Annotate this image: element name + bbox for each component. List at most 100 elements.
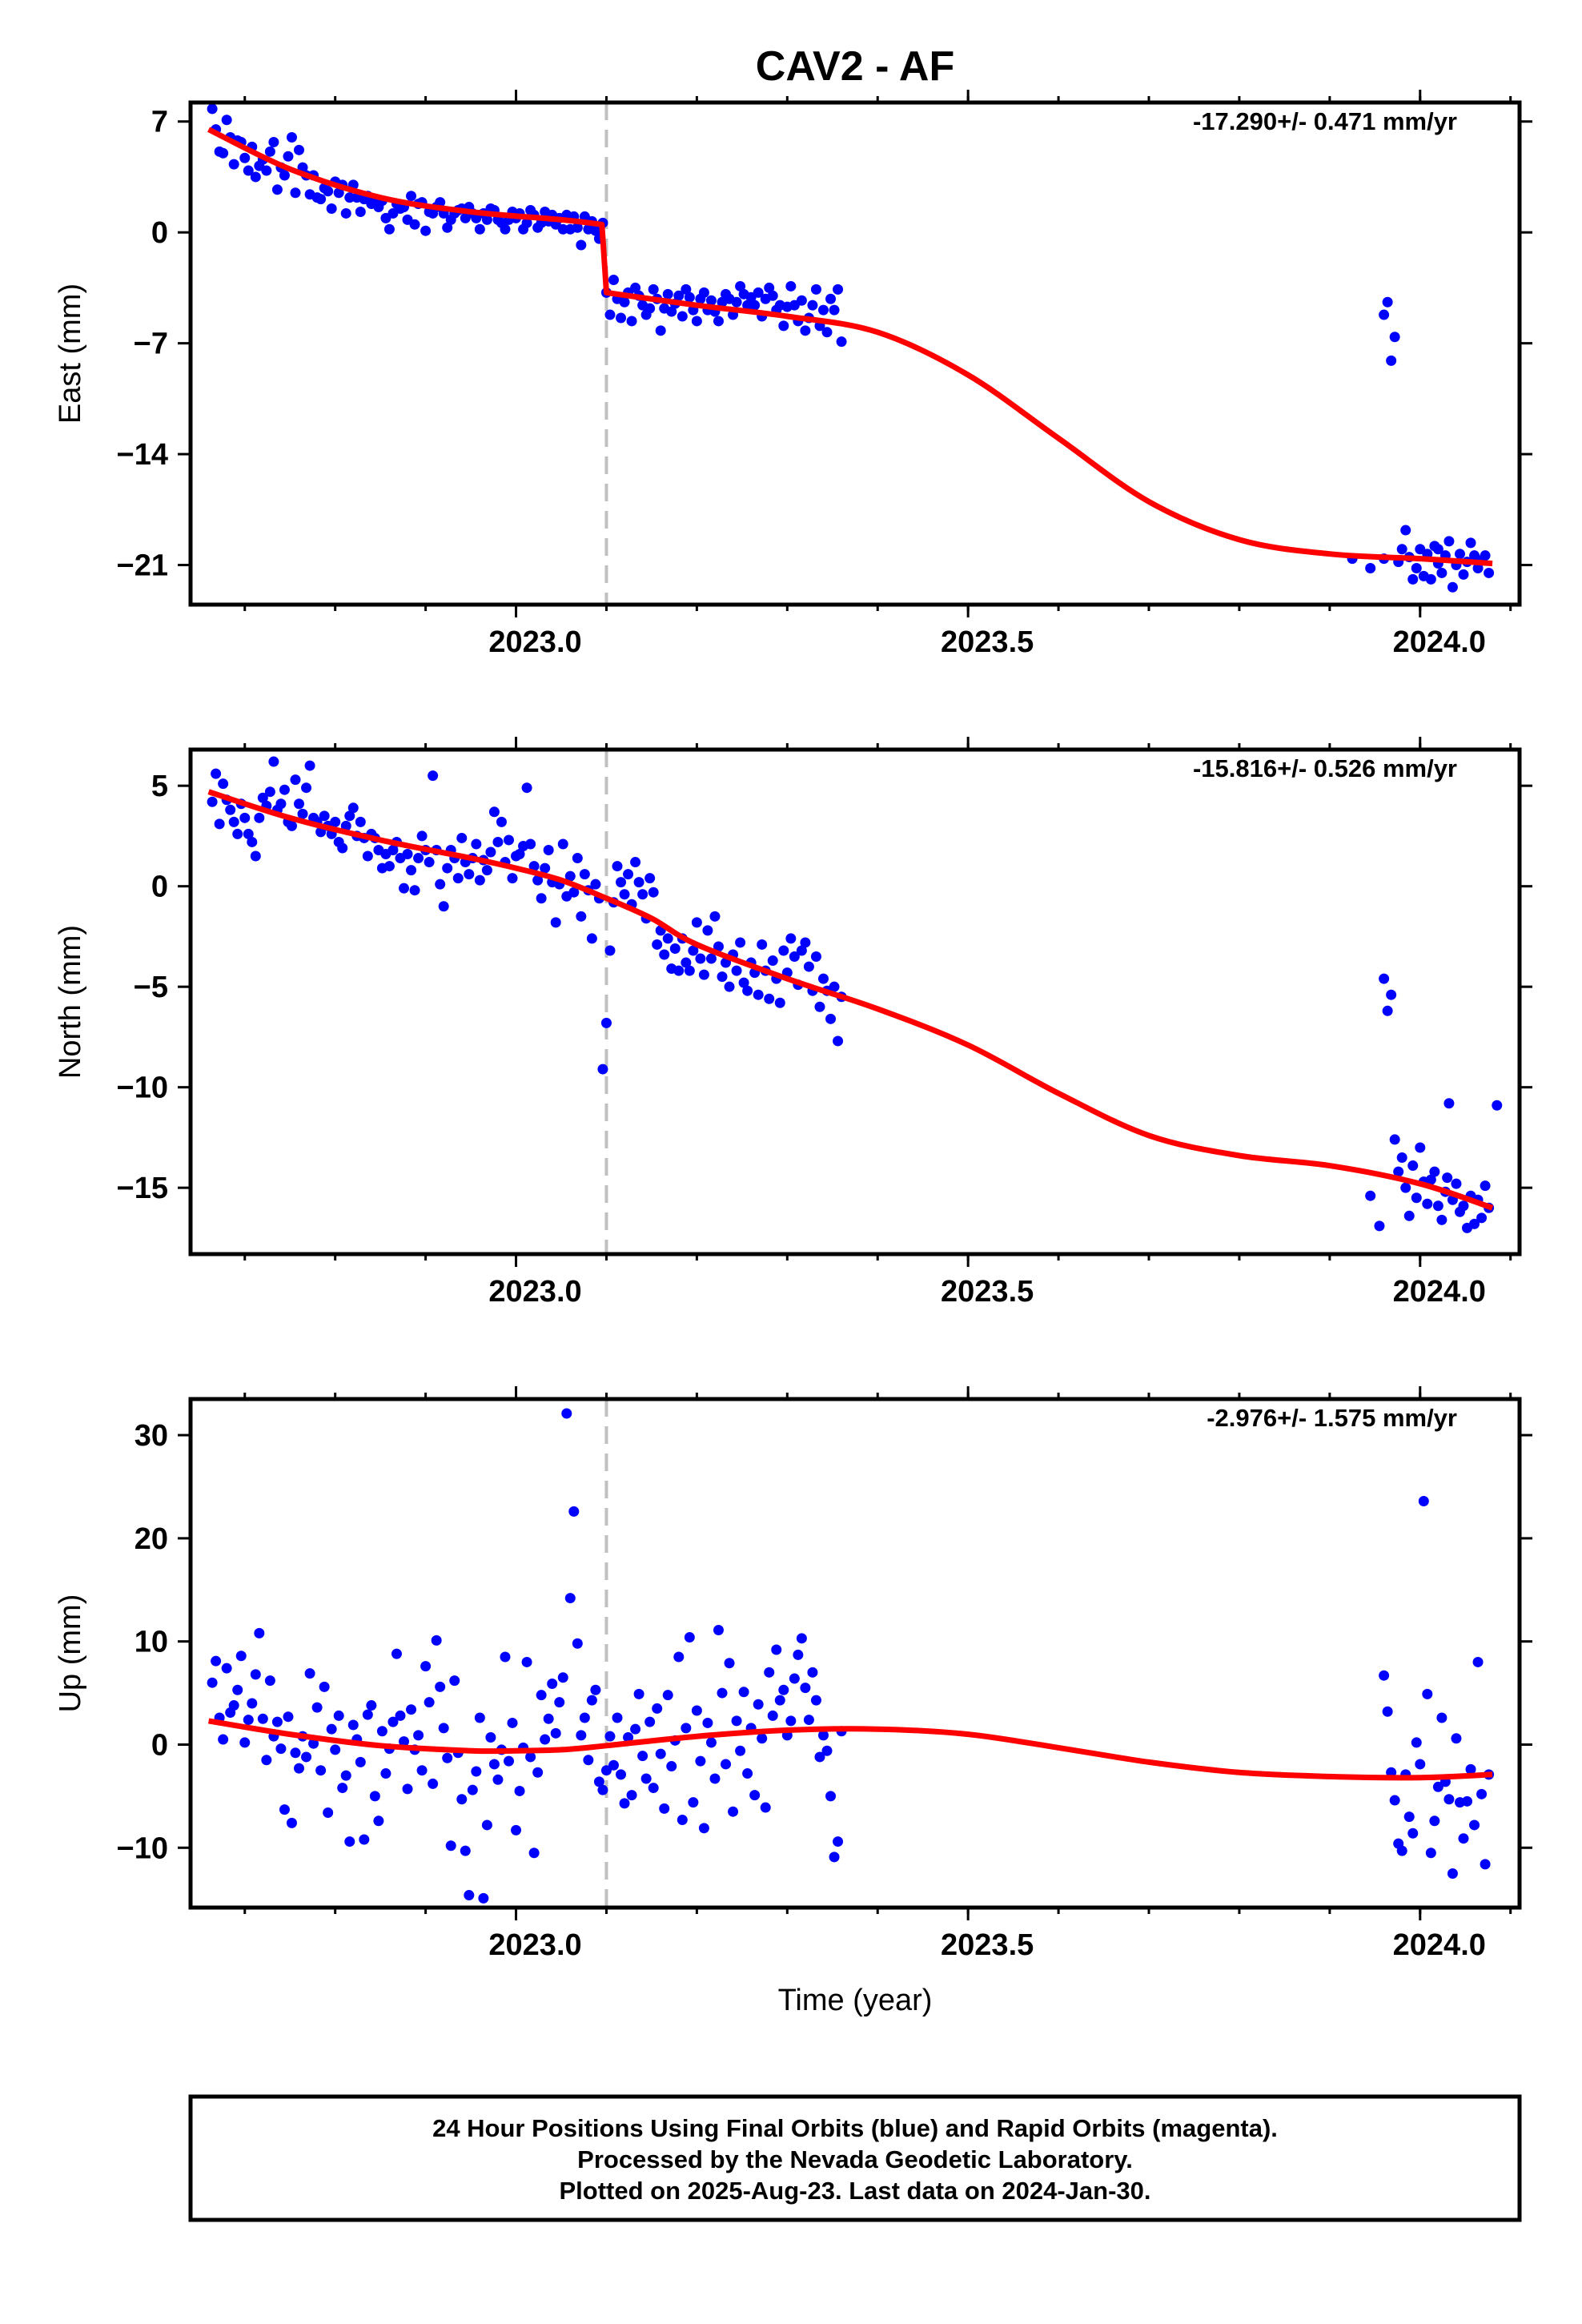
up-data-point <box>721 1759 732 1770</box>
north-data-point <box>492 836 504 847</box>
up-y-axis-label: Up (mm) <box>54 1594 87 1713</box>
north-data-point <box>254 812 265 823</box>
up-data-point <box>514 1785 525 1796</box>
up-x-tick-label: 2024.0 <box>1393 1928 1486 1962</box>
up-data-point <box>543 1713 554 1724</box>
east-data-point <box>474 223 485 235</box>
east-data-point <box>619 296 630 308</box>
east-y-tick-label: −14 <box>117 438 168 472</box>
north-data-point <box>1396 1152 1407 1164</box>
east-data-point <box>825 293 837 304</box>
east-data-point <box>268 136 279 147</box>
east-data-point <box>796 295 807 306</box>
up-data-point <box>760 1802 771 1813</box>
north-data-point <box>644 873 656 884</box>
north-data-point <box>597 1063 608 1075</box>
footer-line-1: 24 Hour Positions Using Final Orbits (bl… <box>432 2114 1278 2142</box>
north-data-point <box>257 792 268 803</box>
north-data-point <box>1386 989 1397 1000</box>
up-data-point <box>456 1794 468 1805</box>
north-data-point <box>1407 1160 1419 1172</box>
north-data-point <box>612 861 623 872</box>
up-data-point <box>1429 1815 1440 1827</box>
up-data-point <box>616 1769 627 1780</box>
north-data-point <box>738 977 749 988</box>
east-data-point <box>810 283 821 295</box>
up-data-point <box>623 1731 634 1743</box>
north-data-point <box>648 887 659 898</box>
up-x-tick-label: 2023.0 <box>488 1928 581 1962</box>
up-data-point <box>488 1759 500 1770</box>
north-data-point <box>717 971 728 983</box>
up-data-point <box>572 1638 583 1649</box>
east-data-point <box>239 152 251 163</box>
north-data-point <box>630 857 641 868</box>
up-data-point <box>485 1731 496 1743</box>
north-data-point <box>564 870 576 882</box>
north-data-point <box>435 879 446 890</box>
east-y-axis-label: East (mm) <box>54 283 87 424</box>
up-data-point <box>369 1791 380 1802</box>
east-data-point <box>785 280 797 292</box>
up-data-point <box>655 1748 666 1759</box>
east-data-point <box>572 222 583 233</box>
up-data-point <box>435 1681 446 1692</box>
east-data-point <box>1458 569 1469 580</box>
north-data-point <box>540 862 551 874</box>
up-data-point <box>600 1765 612 1776</box>
up-y-tick-label: 0 <box>151 1728 168 1762</box>
east-data-point <box>1425 573 1436 585</box>
north-data-point <box>1442 1172 1453 1184</box>
north-data-point <box>550 917 561 928</box>
north-data-point <box>301 782 312 794</box>
north-data-point <box>1411 1192 1422 1204</box>
up-data-point <box>1411 1737 1422 1748</box>
up-data-point <box>207 1677 218 1688</box>
east-data-point <box>655 325 666 336</box>
east-data-point <box>207 103 218 115</box>
up-data-point <box>492 1774 504 1785</box>
up-data-point <box>347 1719 359 1731</box>
up-data-point <box>507 1717 518 1728</box>
east-data-point <box>705 295 717 306</box>
up-data-point <box>753 1699 764 1710</box>
up-data-point <box>304 1668 315 1679</box>
up-data-point <box>261 1755 272 1766</box>
up-data-point <box>709 1773 721 1784</box>
up-data-point <box>817 1730 829 1741</box>
north-data-point <box>817 973 829 984</box>
up-data-point <box>387 1716 399 1727</box>
up-data-point <box>561 1408 572 1419</box>
east-data-point <box>742 300 753 311</box>
north-data-point <box>1480 1180 1491 1192</box>
north-data-point <box>525 838 536 850</box>
north-data-point <box>536 893 547 904</box>
north-data-point <box>275 798 287 810</box>
up-data-point <box>521 1656 532 1667</box>
east-data-point <box>323 186 334 197</box>
up-data-point <box>1465 1763 1476 1775</box>
north-panel: 2023.0 2023.5 2024.0 5 0 −5 −10 −15 -15.816+/- 0… <box>54 737 1532 1309</box>
east-data-point <box>218 147 229 159</box>
north-data-point <box>239 812 251 823</box>
north-data-point <box>633 877 644 888</box>
east-data-point <box>1400 525 1411 536</box>
east-y-tick-label: −7 <box>134 328 168 361</box>
north-data-point <box>383 861 395 872</box>
up-data-point <box>540 1734 551 1745</box>
east-data-point <box>1443 536 1455 547</box>
up-data-point <box>684 1632 695 1643</box>
up-data-point <box>597 1784 608 1795</box>
up-data-point <box>568 1506 580 1517</box>
up-data-point <box>1418 1496 1429 1507</box>
up-data-point <box>735 1745 746 1756</box>
east-rate-label: -17.290+/- 0.471 mm/yr <box>1193 107 1457 135</box>
north-data-point <box>294 798 305 810</box>
up-data-point <box>579 1712 590 1723</box>
up-data-point <box>807 1667 818 1678</box>
up-data-point <box>767 1710 778 1721</box>
up-data-point <box>442 1752 453 1763</box>
up-data-point <box>286 1817 297 1828</box>
up-data-point <box>1389 1795 1400 1806</box>
north-data-point <box>1393 1166 1404 1177</box>
